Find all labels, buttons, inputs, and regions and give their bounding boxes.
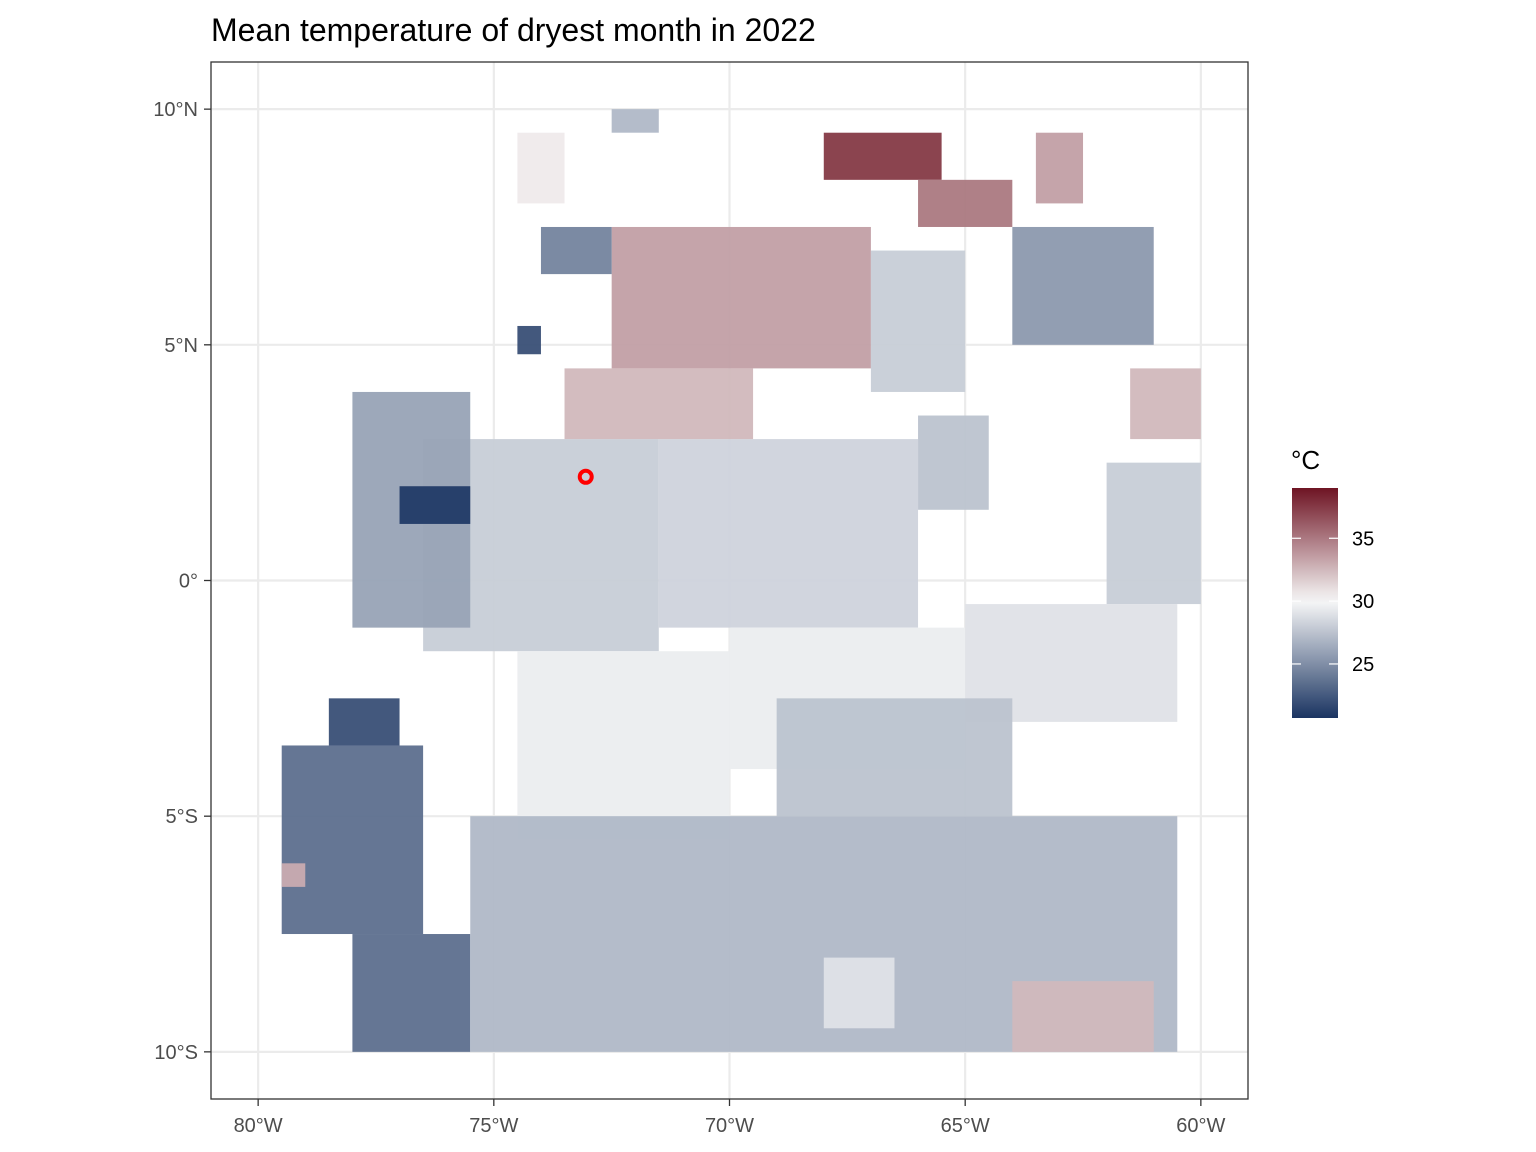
temperature-region	[517, 651, 730, 840]
y-tick-label: 0°	[179, 571, 198, 593]
y-tick-label: 10°N	[153, 99, 198, 121]
temperature-region	[611, 226, 871, 369]
location-marker	[577, 468, 594, 485]
temperature-region	[776, 698, 1013, 817]
temperature-region	[517, 132, 565, 204]
temperature-region	[1012, 981, 1154, 1052]
temperature-region	[328, 698, 400, 746]
temperature-region	[1106, 462, 1201, 605]
temperature-region	[918, 415, 989, 510]
y-tick-label: 5°S	[166, 806, 198, 828]
x-tick-label: 70°W	[705, 1115, 754, 1137]
legend-colorbar	[1292, 488, 1338, 718]
x-tick-label: 80°W	[234, 1115, 283, 1137]
temperature-region	[611, 109, 659, 133]
legend-label: 30	[1352, 591, 1374, 613]
temperature-region	[540, 226, 612, 275]
plot-panel	[210, 61, 1249, 1100]
legend-title: °C	[1291, 445, 1320, 475]
legend-label: 35	[1352, 528, 1374, 550]
x-tick-label: 65°W	[941, 1115, 990, 1137]
temperature-surface	[281, 109, 1201, 1052]
y-tick-label: 10°S	[154, 1042, 198, 1064]
location-marker-layer	[577, 468, 594, 485]
temperature-region	[918, 179, 1013, 227]
temperature-region	[399, 486, 471, 524]
legend: °C 25 30 35	[1291, 445, 1374, 718]
temperature-region	[1035, 132, 1084, 204]
temperature-region	[658, 439, 919, 628]
temperature-region	[823, 957, 895, 1029]
legend-label: 25	[1352, 654, 1374, 676]
y-axis: 10°N 5°N 0° 5°S 10°S	[153, 99, 211, 1064]
temperature-region	[823, 132, 942, 180]
y-tick-label: 5°N	[164, 335, 198, 357]
legend-ticks: 25 30 35	[1292, 528, 1374, 676]
temperature-region	[1012, 226, 1154, 345]
temperature-region	[281, 745, 424, 935]
temperature-region	[517, 325, 541, 355]
temperature-region	[352, 934, 471, 1052]
temperature-region	[281, 863, 306, 887]
temperature-region	[870, 250, 966, 392]
chart-title: Mean temperature of dryest month in 2022	[211, 12, 816, 48]
x-tick-label: 75°W	[469, 1115, 518, 1137]
x-axis: 80°W 75°W 70°W 65°W 60°W	[234, 1099, 1226, 1137]
temperature-region	[564, 368, 754, 440]
x-tick-label: 60°W	[1176, 1115, 1225, 1137]
temperature-region	[1130, 368, 1201, 440]
